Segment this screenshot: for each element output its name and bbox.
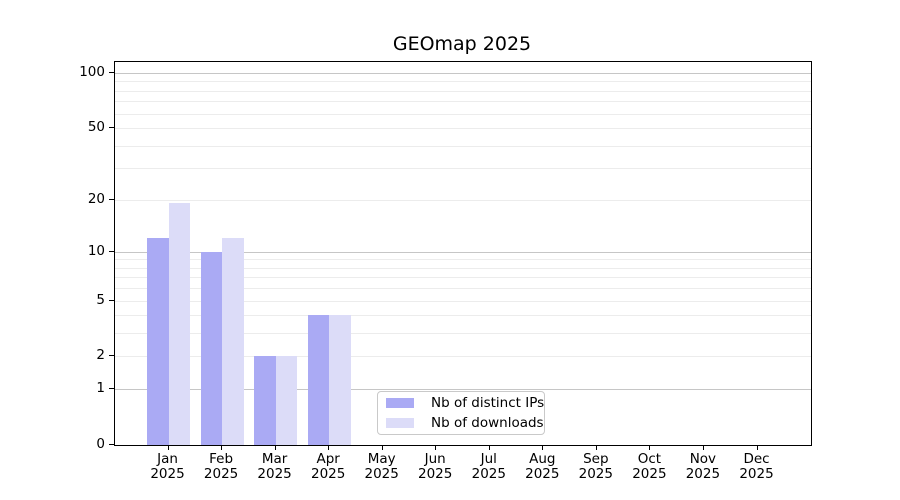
gridline-minor <box>115 145 811 147</box>
x-tick-mark <box>756 445 758 450</box>
x-tick-label: Apr 2025 <box>300 452 356 482</box>
gridline-minor <box>115 81 811 83</box>
gridline-minor <box>115 127 811 129</box>
x-tick-label-year: 2025 <box>150 466 185 482</box>
y-tick-label: 5 <box>96 291 105 308</box>
y-tick-label: 20 <box>87 190 105 207</box>
x-tick-mark <box>221 445 223 450</box>
x-tick-label: Jun 2025 <box>407 452 463 482</box>
x-tick-mark <box>435 445 437 450</box>
bar-downloads <box>329 315 351 445</box>
x-tick-mark <box>595 445 597 450</box>
gridline-minor <box>115 300 811 302</box>
x-tick-label: Aug 2025 <box>514 452 570 482</box>
gridline-minor <box>115 356 811 358</box>
gridline-minor <box>115 333 811 335</box>
x-tick-label-year: 2025 <box>578 466 613 482</box>
gridline-major <box>115 389 811 391</box>
x-tick-mark <box>167 445 169 450</box>
x-tick-label-year: 2025 <box>203 466 239 482</box>
gridline-minor <box>115 168 811 170</box>
y-tick-label: 0 <box>96 436 105 452</box>
y-tick-mark <box>109 198 114 200</box>
y-tick-label: 2 <box>96 347 105 364</box>
gridline-minor <box>115 199 811 201</box>
gridline-minor <box>115 277 811 279</box>
bar-downloads <box>222 238 244 445</box>
y-tick-label: 100 <box>79 63 105 80</box>
y-tick-mark <box>109 299 114 301</box>
y-tick-label: 50 <box>87 118 105 135</box>
x-tick-label: Feb 2025 <box>193 452 249 482</box>
legend-item-downloads: Nb of downloads <box>378 414 544 432</box>
gridline-minor <box>115 288 811 290</box>
x-tick-label: Jul 2025 <box>461 452 517 482</box>
x-tick-label: Jan 2025 <box>140 452 196 482</box>
x-tick-label-year: 2025 <box>364 466 399 482</box>
bar-downloads <box>275 356 298 445</box>
chart-title: GEOmap 2025 <box>392 33 532 55</box>
x-tick-label-year: 2025 <box>471 466 506 482</box>
gridline-major <box>115 72 811 74</box>
y-tick-mark <box>109 71 114 73</box>
gridline-minor <box>115 259 811 261</box>
y-tick-label: 1 <box>96 380 105 397</box>
gridline-major <box>115 251 811 253</box>
bar-distinct-ips <box>200 251 223 445</box>
bar-distinct-ips <box>307 315 330 445</box>
x-tick-label: Sep 2025 <box>568 452 624 482</box>
plot-area <box>114 61 812 446</box>
y-tick-mark <box>109 444 114 445</box>
legend-label-distinct-ips: Nb of distinct IPs <box>431 395 545 411</box>
x-tick-mark <box>542 445 544 450</box>
legend-swatch-downloads <box>386 418 414 428</box>
x-tick-mark <box>328 445 330 450</box>
gridline-minor <box>115 315 811 317</box>
x-tick-label: Dec 2025 <box>729 452 785 482</box>
x-tick-mark <box>488 445 490 450</box>
x-tick-mark <box>702 445 704 450</box>
x-tick-label-year: 2025 <box>685 466 721 482</box>
x-tick-label: Nov 2025 <box>675 452 731 482</box>
x-tick-label: Mar 2025 <box>247 452 303 482</box>
y-tick-mark <box>109 126 114 128</box>
bar-distinct-ips <box>254 356 276 445</box>
y-tick-mark <box>109 355 114 357</box>
y-tick-label: 10 <box>87 242 105 259</box>
bar-downloads <box>168 203 190 445</box>
x-tick-label-year: 2025 <box>632 466 667 482</box>
x-tick-label-year: 2025 <box>257 466 292 482</box>
x-tick-label-year: 2025 <box>311 466 346 482</box>
bar-distinct-ips <box>147 238 169 445</box>
gridline-minor <box>115 101 811 103</box>
x-tick-mark <box>649 445 651 450</box>
x-tick-mark <box>274 445 276 450</box>
legend: Nb of distinct IPs Nb of downloads <box>377 391 545 435</box>
legend-label-downloads: Nb of downloads <box>431 415 544 431</box>
y-tick-mark <box>109 250 114 252</box>
x-tick-mark <box>381 445 383 450</box>
x-tick-label-year: 2025 <box>418 466 453 482</box>
gridline-minor <box>115 90 811 92</box>
x-tick-label: Oct 2025 <box>621 452 677 482</box>
x-tick-label: May 2025 <box>354 452 410 482</box>
x-tick-label-year: 2025 <box>525 466 560 482</box>
gridline-minor <box>115 267 811 269</box>
legend-item-distinct-ips: Nb of distinct IPs <box>378 394 544 412</box>
gridline-minor <box>115 113 811 115</box>
legend-swatch-distinct-ips <box>386 398 414 408</box>
x-tick-label-year: 2025 <box>739 466 774 482</box>
y-tick-mark <box>109 388 114 390</box>
